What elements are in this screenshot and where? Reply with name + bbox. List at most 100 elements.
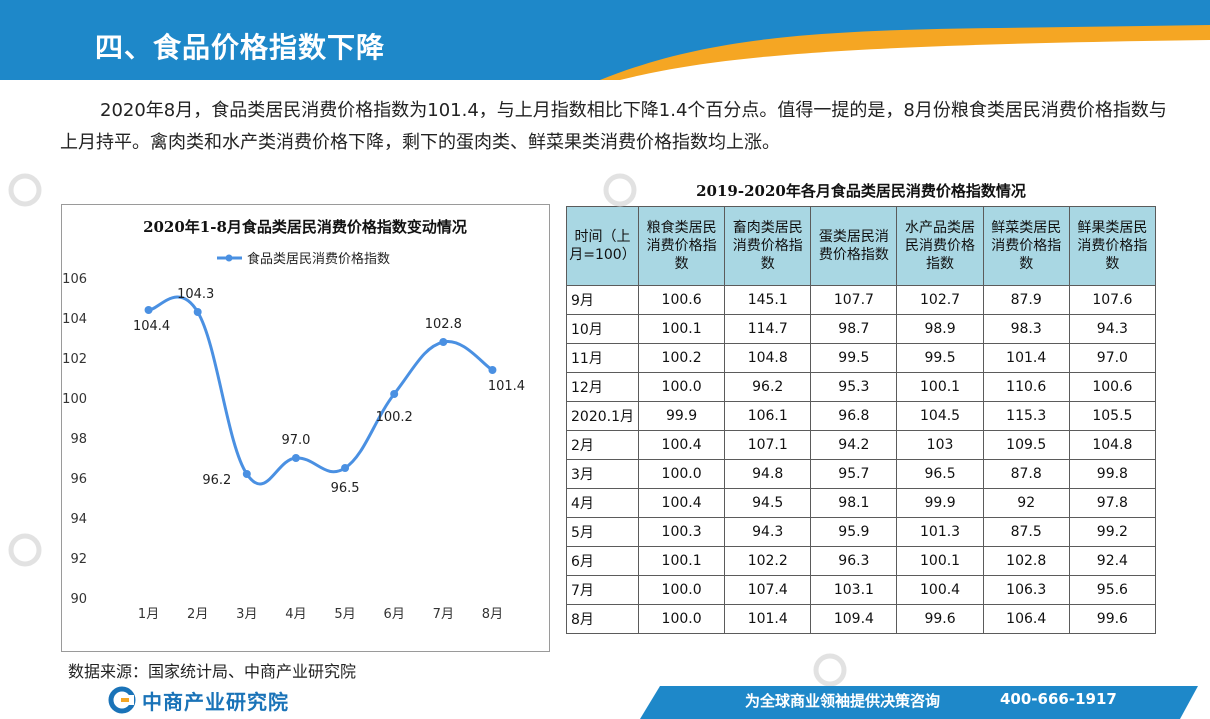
table-cell-value: 109.5 — [982, 430, 1070, 460]
table-row: 4月 100.4 94.5 98.1 99.9 92 97.8 — [566, 488, 1157, 518]
table-cell-period: 10月 — [566, 314, 639, 344]
table-cell-period: 4月 — [566, 488, 639, 518]
table-cell-value: 104.8 — [724, 343, 812, 373]
table-cell-value: 107.4 — [724, 575, 812, 605]
data-point — [193, 308, 202, 316]
data-label: 97.0 — [281, 433, 310, 448]
table-cell-value: 95.6 — [1068, 575, 1157, 605]
table-cell-period: 2月 — [566, 430, 639, 460]
brand-name: 中商产业研究院 — [142, 690, 289, 714]
table-cell-value: 110.6 — [982, 372, 1070, 402]
data-point — [488, 366, 497, 374]
table-cell-value: 100.6 — [1068, 372, 1157, 402]
table-row: 8月 100.0 101.4 109.4 99.6 106.4 99.6 — [566, 604, 1157, 634]
table-cell-value: 99.6 — [1068, 604, 1157, 634]
y-tick-label: 104 — [62, 312, 87, 327]
x-tick-label: 8月 — [482, 607, 503, 622]
footer-band — [640, 686, 1198, 719]
x-tick-label: 6月 — [384, 607, 405, 622]
price-index-table: 时间（上月=100） 粮食类居民消费价格指数 畜肉类居民消费价格指数 蛋类居民消费价格… — [566, 206, 1157, 634]
y-tick-label: 100 — [62, 392, 87, 407]
table-cell-value: 99.8 — [1068, 459, 1157, 489]
table-cell-value: 100.1 — [896, 546, 984, 576]
data-point — [390, 390, 399, 398]
table-row: 6月 100.1 102.2 96.3 100.1 102.8 92.4 — [566, 546, 1157, 576]
table-cell-value: 97.0 — [1068, 343, 1157, 373]
table-cell-value: 100.1 — [637, 314, 726, 344]
data-point — [439, 338, 448, 346]
table-cell-value: 96.2 — [724, 372, 812, 402]
table-header-row: 时间（上月=100） 粮食类居民消费价格指数 畜肉类居民消费价格指数 蛋类居民消费价格… — [566, 206, 1157, 286]
table-row: 12月 100.0 96.2 95.3 100.1 110.6 100.6 — [566, 372, 1157, 402]
table-cell-value: 145.1 — [724, 285, 812, 315]
plot-area: 104.4 104.3 96.2 97.0 96.5 100.2 102.8 101.4 — [133, 287, 525, 496]
table-cell-value: 101.4 — [724, 604, 812, 634]
table-cell-value: 100.0 — [637, 372, 726, 402]
table-header-cell: 时间（上月=100） — [566, 206, 639, 286]
table-cell-value: 104.8 — [1068, 430, 1157, 460]
table-cell-value: 114.7 — [724, 314, 812, 344]
intro-paragraph: 2020年8月，食品类居民消费价格指数为101.4，与上月指数相比下降1.4个百… — [60, 100, 1167, 153]
table-header-cell: 畜肉类居民消费价格指数 — [724, 206, 812, 286]
table-cell-value: 101.4 — [982, 343, 1070, 373]
data-label: 100.2 — [376, 410, 413, 425]
table-cell-value: 100.2 — [637, 343, 726, 373]
table-cell-value: 99.9 — [637, 401, 726, 431]
page-title: 四、食品价格指数下降 — [95, 31, 386, 64]
table-cell-value: 95.7 — [810, 459, 898, 489]
table-cell-value: 96.8 — [810, 401, 898, 431]
y-tick-label: 96 — [70, 472, 87, 487]
chart-panel: 2020年1-8月食品类居民消费价格指数变动情况 食品类居民消费价格指数 90 9… — [61, 204, 550, 652]
table-cell-value: 100.6 — [637, 285, 726, 315]
brand-logo-icon — [108, 686, 136, 714]
table-cell-value: 100.0 — [637, 575, 726, 605]
table-cell-value: 99.2 — [1068, 517, 1157, 547]
chart-legend: 食品类居民消费价格指数 — [217, 251, 390, 267]
table-cell-value: 102.8 — [982, 546, 1070, 576]
table-cell-value: 87.8 — [982, 459, 1070, 489]
data-label: 96.2 — [202, 473, 231, 488]
table-cell-value: 99.9 — [896, 488, 984, 518]
x-tick-label: 2月 — [187, 607, 208, 622]
data-source: 数据来源：国家统计局、中商产业研究院 — [68, 662, 357, 681]
table-header-cell: 水产品类居民消费价格指数 — [896, 206, 984, 286]
table-header-cell: 蛋类居民消费价格指数 — [810, 206, 898, 286]
data-point — [242, 470, 251, 478]
table-cell-value: 115.3 — [982, 401, 1070, 431]
y-tick-label: 92 — [70, 552, 87, 567]
y-axis: 90 92 94 96 98 100 102 104 106 — [62, 272, 87, 607]
y-tick-label: 90 — [70, 592, 87, 607]
table-cell-period: 2020.1月 — [566, 401, 639, 431]
table-cell-value: 98.1 — [810, 488, 898, 518]
table-cell-period: 11月 — [566, 343, 639, 373]
table-row: 5月 100.3 94.3 95.9 101.3 87.5 99.2 — [566, 517, 1157, 547]
table-cell-value: 104.5 — [896, 401, 984, 431]
x-tick-label: 3月 — [236, 607, 257, 622]
table-cell-value: 100.1 — [637, 546, 726, 576]
header-banner — [0, 0, 1210, 80]
table-cell-value: 100.4 — [637, 488, 726, 518]
table-title: 2019-2020年各月食品类居民消费价格指数情况 — [696, 182, 1026, 200]
table-cell-value: 103.1 — [810, 575, 898, 605]
table-cell-value: 100.4 — [896, 575, 984, 605]
table-cell-value: 94.3 — [1068, 314, 1157, 344]
table-cell-period: 8月 — [566, 604, 639, 634]
data-label: 104.4 — [133, 319, 170, 334]
table-cell-value: 96.5 — [896, 459, 984, 489]
table-cell-value: 99.6 — [896, 604, 984, 634]
table-header-cell: 鲜果类居民消费价格指数 — [1068, 206, 1157, 286]
table-cell-value: 109.4 — [810, 604, 898, 634]
watermark-logo-icon — [8, 533, 42, 567]
table-cell-value: 87.9 — [982, 285, 1070, 315]
x-tick-label: 5月 — [334, 607, 355, 622]
table-cell-value: 100.4 — [637, 430, 726, 460]
footer-slogan: 为全球商业领袖提供决策咨询 — [745, 692, 941, 710]
table-header-cell: 鲜菜类居民消费价格指数 — [982, 206, 1070, 286]
table-cell-value: 102.2 — [724, 546, 812, 576]
table-cell-value: 87.5 — [982, 517, 1070, 547]
data-label: 96.5 — [331, 481, 360, 496]
table-cell-value: 92.4 — [1068, 546, 1157, 576]
table-cell-value: 105.5 — [1068, 401, 1157, 431]
table-cell-value: 106.3 — [982, 575, 1070, 605]
table-cell-value: 95.9 — [810, 517, 898, 547]
